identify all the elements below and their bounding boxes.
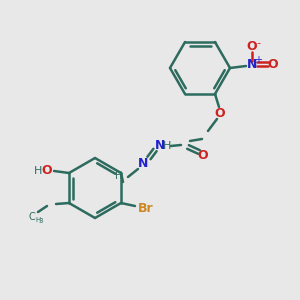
Text: C: C [28,212,35,222]
Text: 3: 3 [39,218,43,224]
Text: O: O [215,107,225,121]
Text: -: - [256,38,260,48]
Text: O: O [247,40,257,53]
Text: +: + [254,55,262,65]
Text: H: H [115,171,123,181]
Text: O: O [42,164,52,178]
Text: H: H [163,141,171,151]
Text: O: O [268,58,278,70]
Text: N: N [155,140,165,152]
Text: H: H [35,217,40,223]
Text: H: H [34,166,42,176]
Text: N: N [138,158,148,170]
Text: O: O [198,149,208,163]
Text: N: N [247,58,257,70]
Text: Br: Br [138,202,154,215]
